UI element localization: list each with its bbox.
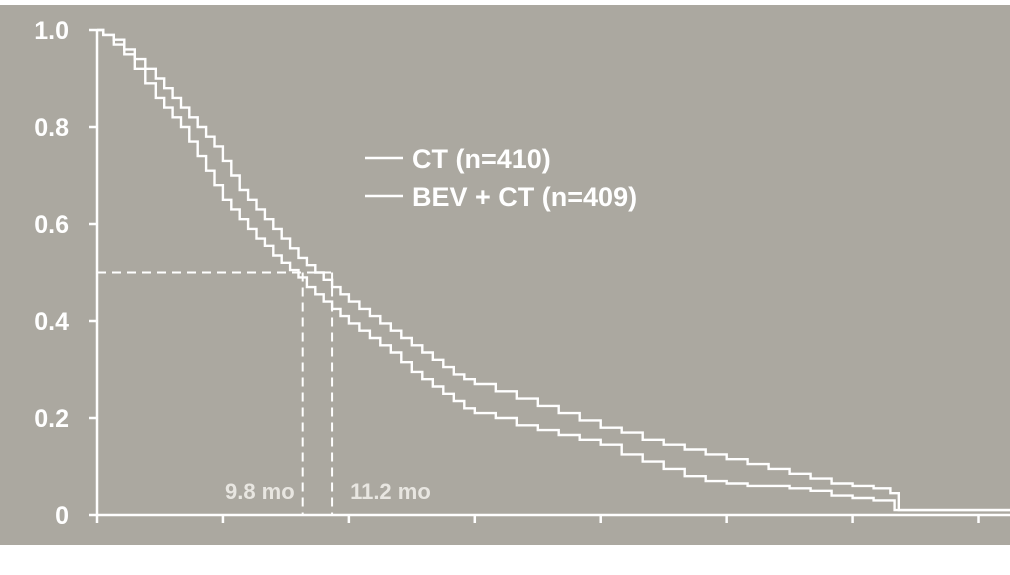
survival-curves <box>97 28 1010 512</box>
x-tick-label: 24 <box>587 544 615 572</box>
survival-curve-ct <box>97 28 1010 512</box>
plot-background <box>0 5 1010 545</box>
x-tick-label: 6 <box>216 544 230 572</box>
x-tick-label: 0 <box>90 544 104 572</box>
y-tick-label: 1.0 <box>34 17 69 45</box>
legend-label-bev-ct: BEV + CT (n=409) <box>412 182 637 212</box>
median-label-ct: 9.8 mo <box>225 479 295 504</box>
x-axis-ticks: 0 6 12 18 24 30 36 42 <box>90 515 992 572</box>
x-tick-label: 12 <box>335 544 363 572</box>
y-tick-label: 0.4 <box>34 308 69 336</box>
legend: CT (n=410) BEV + CT (n=409) <box>365 144 637 212</box>
median-reference-lines <box>97 271 334 515</box>
y-axis-ticks: 0 0.2 0.4 0.6 0.8 1.0 <box>34 17 97 530</box>
x-tick-label: 42 <box>965 544 993 572</box>
x-tick-label: 18 <box>461 544 489 572</box>
y-tick-label: 0.6 <box>34 211 69 239</box>
median-label-bev-ct: 11.2 mo <box>350 479 431 504</box>
x-tick-label: 30 <box>713 544 741 572</box>
y-tick-label: 0 <box>55 502 69 530</box>
y-tick-label: 0.2 <box>34 405 69 433</box>
survival-curve-bev-ct <box>97 28 1010 512</box>
x-tick-label: 36 <box>839 544 867 572</box>
y-tick-label: 0.8 <box>34 114 69 142</box>
legend-label-ct: CT (n=410) <box>412 144 551 174</box>
